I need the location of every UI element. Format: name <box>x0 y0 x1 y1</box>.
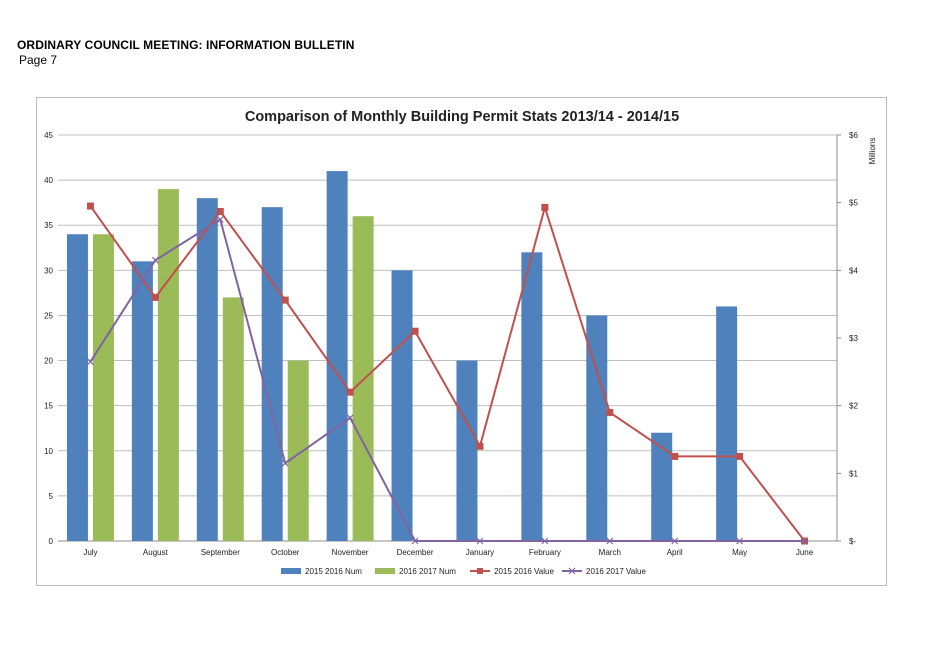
legend-label: 2016 2017 Value <box>586 567 646 576</box>
bar <box>716 306 738 541</box>
x-axis-tick-label: August <box>143 548 169 557</box>
x-axis-tick-label: July <box>83 548 97 557</box>
x-axis-tick-label: January <box>466 548 494 557</box>
left-axis-tick-label: 45 <box>44 131 53 140</box>
line-marker <box>606 537 614 545</box>
building-permit-chart: Comparison of Monthly Building Permit St… <box>44 109 877 576</box>
line-marker <box>346 414 354 422</box>
left-axis-tick-label: 35 <box>44 221 53 230</box>
legend-label: 2016 2017 Num <box>399 567 456 576</box>
line-marker <box>476 537 484 545</box>
legend-marker <box>568 567 576 575</box>
line-marker <box>541 537 549 545</box>
line-marker <box>476 442 484 450</box>
line-marker <box>86 202 94 210</box>
x-axis-tick-label: March <box>599 548 621 557</box>
line-marker <box>736 452 744 460</box>
bar <box>157 189 179 541</box>
legend-marker <box>477 568 483 574</box>
line-marker <box>411 537 419 545</box>
x-axis-tick-label: June <box>796 548 814 557</box>
series-line <box>89 218 805 542</box>
legend-swatch <box>375 568 395 574</box>
legend-label: 2015 2016 Num <box>305 567 362 576</box>
bar <box>586 315 608 541</box>
right-axis-tick-label: $1 <box>849 469 858 478</box>
x-axis-tick-label: December <box>397 548 434 557</box>
document-heading: ORDINARY COUNCIL MEETING: INFORMATION BU… <box>17 38 355 52</box>
bar <box>326 171 348 541</box>
line-marker <box>87 358 94 366</box>
line-marker <box>801 537 808 545</box>
left-axis-tick-label: 20 <box>44 357 53 366</box>
left-axis-tick-label: 10 <box>44 447 53 456</box>
line-marker <box>671 537 679 545</box>
bar <box>131 261 153 541</box>
right-axis-tick-label: $4 <box>849 266 858 275</box>
right-axis-title: Millions <box>868 138 877 165</box>
bar <box>92 234 114 541</box>
legend-swatch <box>281 568 301 574</box>
x-axis-tick-label: May <box>732 548 747 557</box>
left-axis-tick-label: 0 <box>49 537 54 546</box>
line-marker <box>281 296 289 304</box>
bar <box>287 360 309 541</box>
line-marker <box>216 216 224 224</box>
right-axis-tick-label: $5 <box>849 199 858 208</box>
chart-title: Comparison of Monthly Building Permit St… <box>245 109 679 125</box>
line-marker <box>151 293 159 301</box>
left-axis-tick-label: 15 <box>44 402 53 411</box>
left-axis-tick-label: 25 <box>44 311 53 320</box>
legend-label: 2015 2016 Value <box>494 567 554 576</box>
bar <box>456 360 478 541</box>
bar <box>222 297 244 541</box>
x-axis-tick-label: April <box>667 548 683 557</box>
left-axis-tick-label: 30 <box>44 266 53 275</box>
right-axis-tick-label: $- <box>849 537 856 546</box>
bar <box>196 198 218 541</box>
page-number: Page 7 <box>19 53 58 67</box>
bar <box>66 234 88 541</box>
line-marker <box>281 459 289 467</box>
bar <box>521 252 543 542</box>
line-marker <box>151 256 159 264</box>
line-marker <box>346 388 354 396</box>
x-axis-tick-label: February <box>529 548 561 557</box>
right-axis-tick-label: $2 <box>849 402 858 411</box>
line-marker <box>411 327 419 335</box>
x-axis-tick-label: November <box>332 548 369 557</box>
x-axis-tick-label: October <box>271 548 300 557</box>
line-marker <box>606 408 614 416</box>
left-axis-tick-label: 5 <box>49 492 54 501</box>
chart-frame: Comparison of Monthly Building Permit St… <box>36 97 887 586</box>
left-axis-tick-label: 40 <box>44 176 53 185</box>
line-marker <box>736 537 744 545</box>
line-marker <box>541 203 549 211</box>
right-axis-tick-label: $6 <box>849 131 858 140</box>
bar <box>261 207 283 541</box>
line-marker <box>216 207 224 215</box>
bar <box>651 432 673 541</box>
right-axis-tick-label: $3 <box>849 334 858 343</box>
x-axis-tick-label: September <box>201 548 240 557</box>
line-marker <box>671 452 679 460</box>
